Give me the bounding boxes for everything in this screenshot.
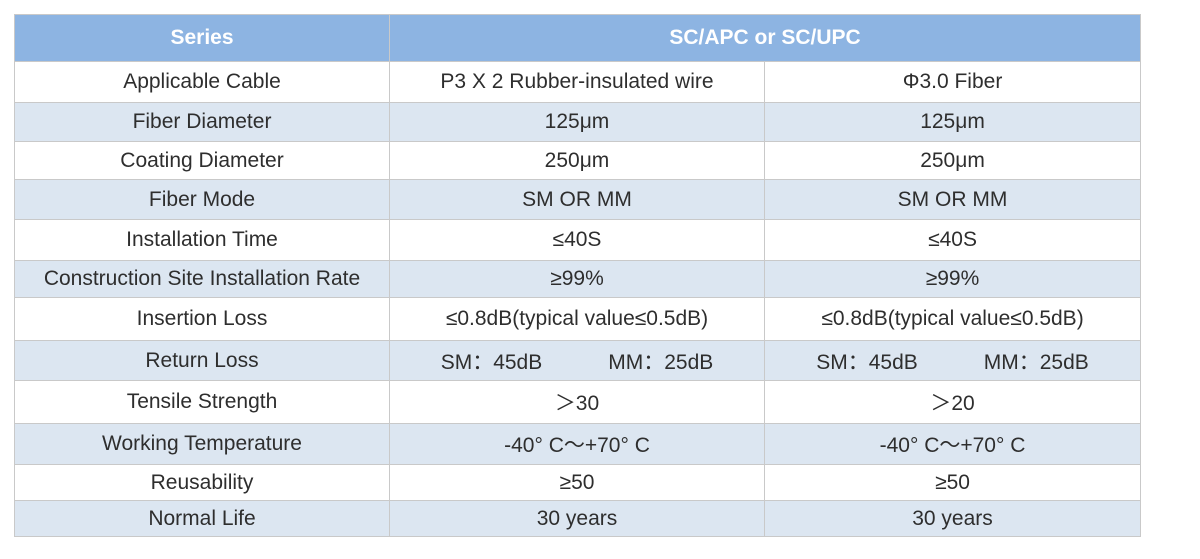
row-label: Reusability (14, 464, 390, 501)
cell-value: ≤0.8dB(typical value≤0.5dB) (389, 297, 765, 341)
table-row: Working Temperature -40° C～+70° C -40° C… (14, 423, 1142, 465)
cell-value: -40° C～+70° C (389, 423, 765, 465)
cell-value: 250μm (763, 141, 1142, 180)
row-label: Coating Diameter (14, 141, 390, 180)
cell-value: SM：45dB MM：25dB (389, 340, 765, 381)
return-loss-sm: SM：45dB (440, 350, 543, 374)
table-row: Return Loss SM：45dB MM：25dB SM：45dB MM：25d… (14, 340, 1142, 381)
table-row: Fiber Mode SM OR MM SM OR MM (14, 179, 1142, 220)
return-loss-values: SM：45dB MM：25dB (816, 346, 1089, 376)
spec-table: Series SC/APC or SC/UPC Applicable Cable… (14, 14, 1142, 537)
return-loss-sm: SM：45dB (816, 350, 918, 374)
cell-value: 125μm (763, 102, 1142, 142)
row-label: Normal Life (14, 500, 390, 537)
cell-value: SM OR MM (763, 179, 1142, 220)
cell-value: 250μm (389, 141, 765, 180)
cell-value: 30 years (389, 500, 765, 537)
table-row: Coating Diameter 250μm 250μm (14, 141, 1142, 180)
product-header: SC/APC or SC/UPC (388, 14, 1142, 62)
row-label: Insertion Loss (14, 297, 390, 341)
row-label: Installation Time (14, 219, 390, 261)
table-row: Normal Life 30 years 30 years (14, 500, 1142, 537)
table-header-row: Series SC/APC or SC/UPC (14, 14, 1142, 62)
row-label: Fiber Diameter (14, 102, 390, 142)
cell-value: ≥99% (763, 260, 1142, 298)
row-label: Return Loss (14, 340, 390, 381)
table-row: Tensile Strength ＞30 ＞20 (14, 380, 1142, 424)
cell-value: 125μm (389, 102, 765, 142)
cell-value: ≥99% (389, 260, 765, 298)
return-loss-values: SM：45dB MM：25dB (441, 346, 714, 376)
cell-value: 30 years (763, 500, 1142, 537)
table-row: Reusability ≥50 ≥50 (14, 464, 1142, 501)
table-row: Installation Time ≤40S ≤40S (14, 219, 1142, 261)
cell-value: ≥50 (763, 464, 1142, 501)
table-row: Construction Site Installation Rate ≥99%… (14, 260, 1142, 298)
cell-value: ≥50 (389, 464, 765, 501)
return-loss-mm: MM：25dB (608, 350, 714, 374)
table-row: Insertion Loss ≤0.8dB(typical value≤0.5d… (14, 297, 1142, 341)
row-label: Working Temperature (14, 423, 390, 465)
cell-value: ≤0.8dB(typical value≤0.5dB) (763, 297, 1142, 341)
table-row: Fiber Diameter 125μm 125μm (14, 102, 1142, 142)
cell-value: SM：45dB MM：25dB (763, 340, 1142, 381)
cell-value: ＞30 (389, 380, 765, 424)
row-label: Fiber Mode (14, 179, 390, 220)
cell-value: P3 X 2 Rubber-insulated wire (389, 61, 765, 103)
cell-value: SM OR MM (389, 179, 765, 220)
row-label: Tensile Strength (14, 380, 390, 424)
table-row: Applicable Cable P3 X 2 Rubber-insulated… (14, 61, 1142, 103)
series-header: Series (14, 14, 390, 62)
cell-value: -40° C～+70° C (763, 423, 1142, 465)
return-loss-mm: MM：25dB (983, 350, 1089, 374)
cell-value: ≤40S (389, 219, 765, 261)
cell-value: Φ3.0 Fiber (763, 61, 1142, 103)
cell-value: ＞20 (763, 380, 1142, 424)
row-label: Applicable Cable (14, 61, 390, 103)
cell-value: ≤40S (763, 219, 1142, 261)
row-label: Construction Site Installation Rate (14, 260, 390, 298)
